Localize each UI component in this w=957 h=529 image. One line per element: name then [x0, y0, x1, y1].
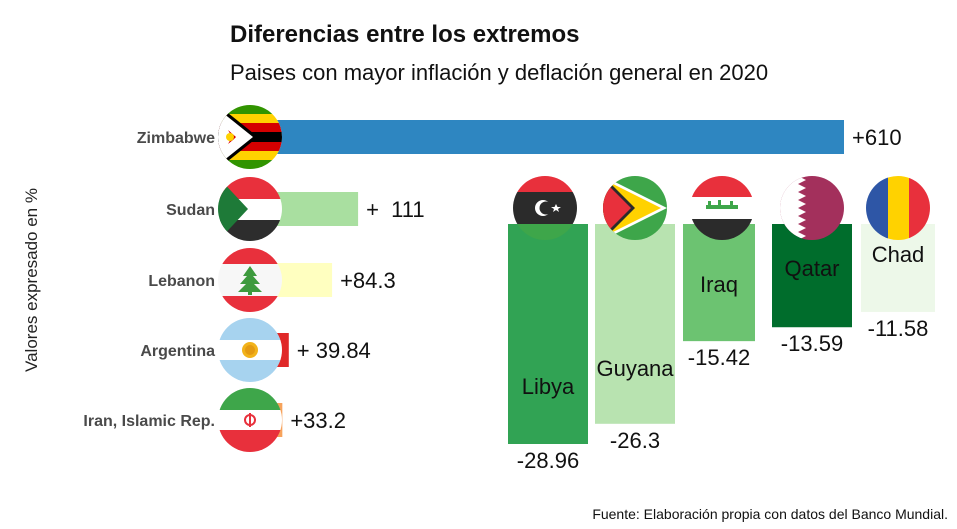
libya-flag-icon [513, 176, 577, 240]
iran-flag-icon [218, 388, 282, 452]
deflation-country-label: Iraq [700, 272, 738, 297]
inflation-category-label: Zimbabwe [137, 130, 215, 147]
source-note: Fuente: Elaboración propia con datos del… [592, 506, 948, 522]
inflation-bars: +610 Zimbabwe + 111 Sudan +84.3 Lebanon + 39.8… [83, 120, 902, 437]
guyana-flag-icon [603, 176, 667, 240]
deflation-country-label: Chad [872, 242, 925, 267]
deflation-country-label: Libya [522, 374, 575, 399]
sudan-flag-icon [218, 177, 282, 241]
zimbabwe-flag-icon [218, 105, 282, 169]
deflation-country-label: Qatar [784, 256, 839, 281]
inflation-bar [250, 120, 844, 154]
chart-subtitle: Paises con mayor inflación y deflación g… [230, 60, 768, 85]
chart-title: Diferencias entre los extremos [230, 21, 580, 48]
deflation-bars: Libya -28.96 Guyana -26.3 Iraq -15.42 Qatar -13… [508, 224, 935, 473]
inflation-value-label: +84.3 [340, 268, 396, 293]
iraq-flag-icon [690, 176, 754, 240]
y-axis-label: Valores expresado en % [22, 188, 41, 372]
inflation-category-label: Sudan [166, 202, 215, 219]
inflation-category-label: Argentina [140, 343, 215, 360]
deflation-bar [595, 224, 675, 424]
deflation-value-label: -15.42 [688, 345, 750, 370]
qatar-flag-icon [780, 176, 844, 240]
inflation-value-label: + 39.84 [297, 338, 371, 363]
deflation-value-label: -11.58 [868, 316, 929, 341]
deflation-value-label: -28.96 [517, 448, 579, 473]
lebanon-flag-icon [218, 248, 282, 312]
inflation-category-label: Lebanon [148, 273, 215, 290]
deflation-country-label: Guyana [596, 356, 674, 381]
inflation-value-label: + 111 [366, 197, 425, 222]
inflation-value-label: +610 [852, 125, 902, 150]
deflation-value-label: -26.3 [610, 428, 660, 453]
inflation-category-label: Iran, Islamic Rep. [83, 413, 215, 430]
chad-flag-icon [866, 176, 930, 240]
deflation-bar [683, 224, 755, 342]
deflation-value-label: -13.59 [781, 331, 843, 356]
deflation-bar [772, 224, 852, 328]
inflation-value-label: +33.2 [290, 408, 346, 433]
deflation-bar [508, 224, 588, 444]
argentina-flag-icon [218, 318, 282, 382]
